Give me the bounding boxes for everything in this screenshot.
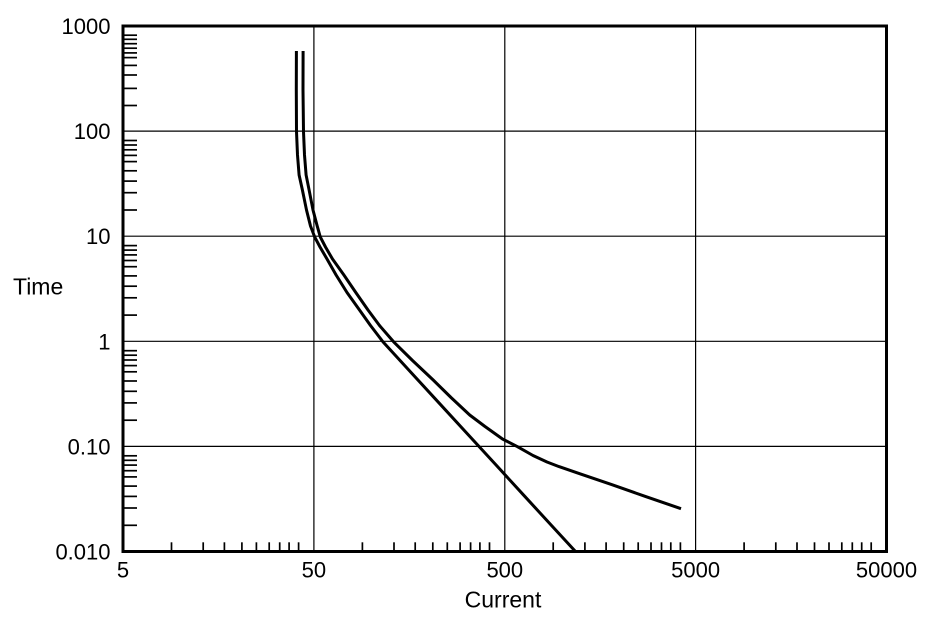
svg-text:Time: Time [13, 274, 63, 300]
svg-text:1: 1 [98, 329, 110, 354]
svg-text:500: 500 [486, 558, 523, 583]
svg-text:0.010: 0.010 [55, 540, 110, 565]
svg-text:5000: 5000 [671, 558, 720, 583]
svg-text:100: 100 [74, 119, 111, 144]
svg-text:50000: 50000 [856, 558, 917, 583]
svg-text:0.10: 0.10 [68, 434, 111, 459]
svg-text:Current: Current [465, 587, 542, 613]
svg-text:10: 10 [86, 224, 110, 249]
svg-text:50: 50 [302, 558, 326, 583]
svg-text:1000: 1000 [62, 14, 111, 39]
svg-text:5: 5 [117, 558, 129, 583]
